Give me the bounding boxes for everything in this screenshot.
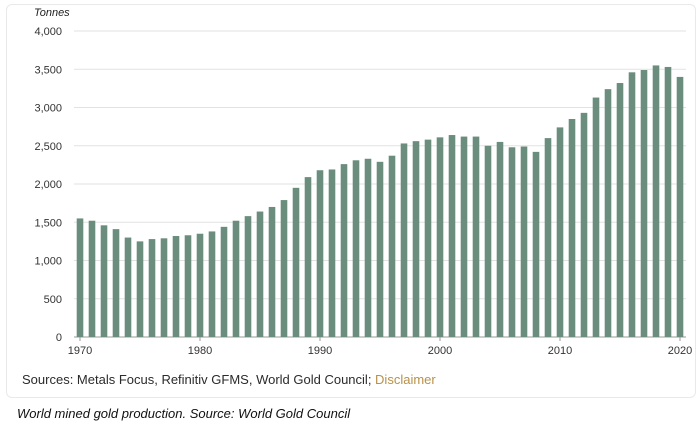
bar [568,118,576,337]
y-tick-label: 2,000 [34,179,62,191]
bar [124,237,132,337]
y-tick-label: 3,000 [34,103,62,115]
bar [520,146,528,337]
y-tick-label: 1,500 [34,217,62,229]
y-tick-label: 0 [56,332,62,344]
bar [304,177,312,337]
y-tick-label: 500 [44,294,62,306]
x-tick-label: 1980 [188,345,212,357]
sources-line: Sources: Metals Focus, Refinitiv GFMS, W… [22,372,436,387]
bar [556,127,564,337]
bar [580,112,588,337]
disclaimer-link[interactable]: Disclaimer [375,372,436,387]
bar [640,70,648,337]
figure-caption: World mined gold production. Source: Wor… [17,406,351,421]
bar [352,160,360,337]
x-tick-label: 1990 [308,345,332,357]
bar [508,147,516,337]
bar [76,218,84,337]
bar [232,220,240,337]
bar [256,211,264,337]
sources-text: Sources: Metals Focus, Refinitiv GFMS, W… [22,372,376,387]
bar [160,238,168,337]
y-tick-label: 3,500 [34,64,62,76]
bar [268,206,276,337]
bar [100,225,108,337]
bar [592,97,600,338]
bar [436,137,444,337]
bar [340,164,348,337]
bar [448,135,456,337]
bar [676,76,684,338]
bar [496,141,504,337]
bar [484,145,492,337]
bar [220,226,228,337]
bar [460,136,468,337]
bar [208,231,216,337]
bar [184,235,192,337]
bar [196,233,204,337]
bar [364,158,372,337]
bar [376,161,384,337]
x-tick-label: 2000 [428,345,452,357]
x-tick-label: 2010 [548,345,572,357]
y-tick-label: 1,000 [34,256,62,268]
bar [388,155,396,337]
bar [328,169,336,337]
x-tick-label: 2020 [668,345,692,357]
y-tick-label: 4,000 [34,26,62,38]
y-tick-label: 2,500 [34,141,62,153]
bar [112,229,120,337]
bar [400,143,408,337]
bar [244,216,252,337]
bar [424,139,432,337]
bar [652,65,660,338]
bar [472,136,480,337]
bar [88,220,96,337]
bar [412,141,420,337]
bar [628,72,636,337]
bar [544,138,552,337]
chart-plot: 0 500 1,000 1,500 2,000 2,500 3,000 3,500 4,000 1… [34,26,692,357]
y-axis-unit-label: Tonnes [34,7,70,19]
x-tick-label: 1970 [68,345,92,357]
bar [604,89,612,337]
bar [280,200,288,337]
bar [292,187,300,337]
bar [136,241,144,337]
bar [664,66,672,337]
bar [316,170,324,337]
bar [532,151,540,337]
bar [172,236,180,337]
bar [148,239,156,337]
bar [616,83,624,338]
